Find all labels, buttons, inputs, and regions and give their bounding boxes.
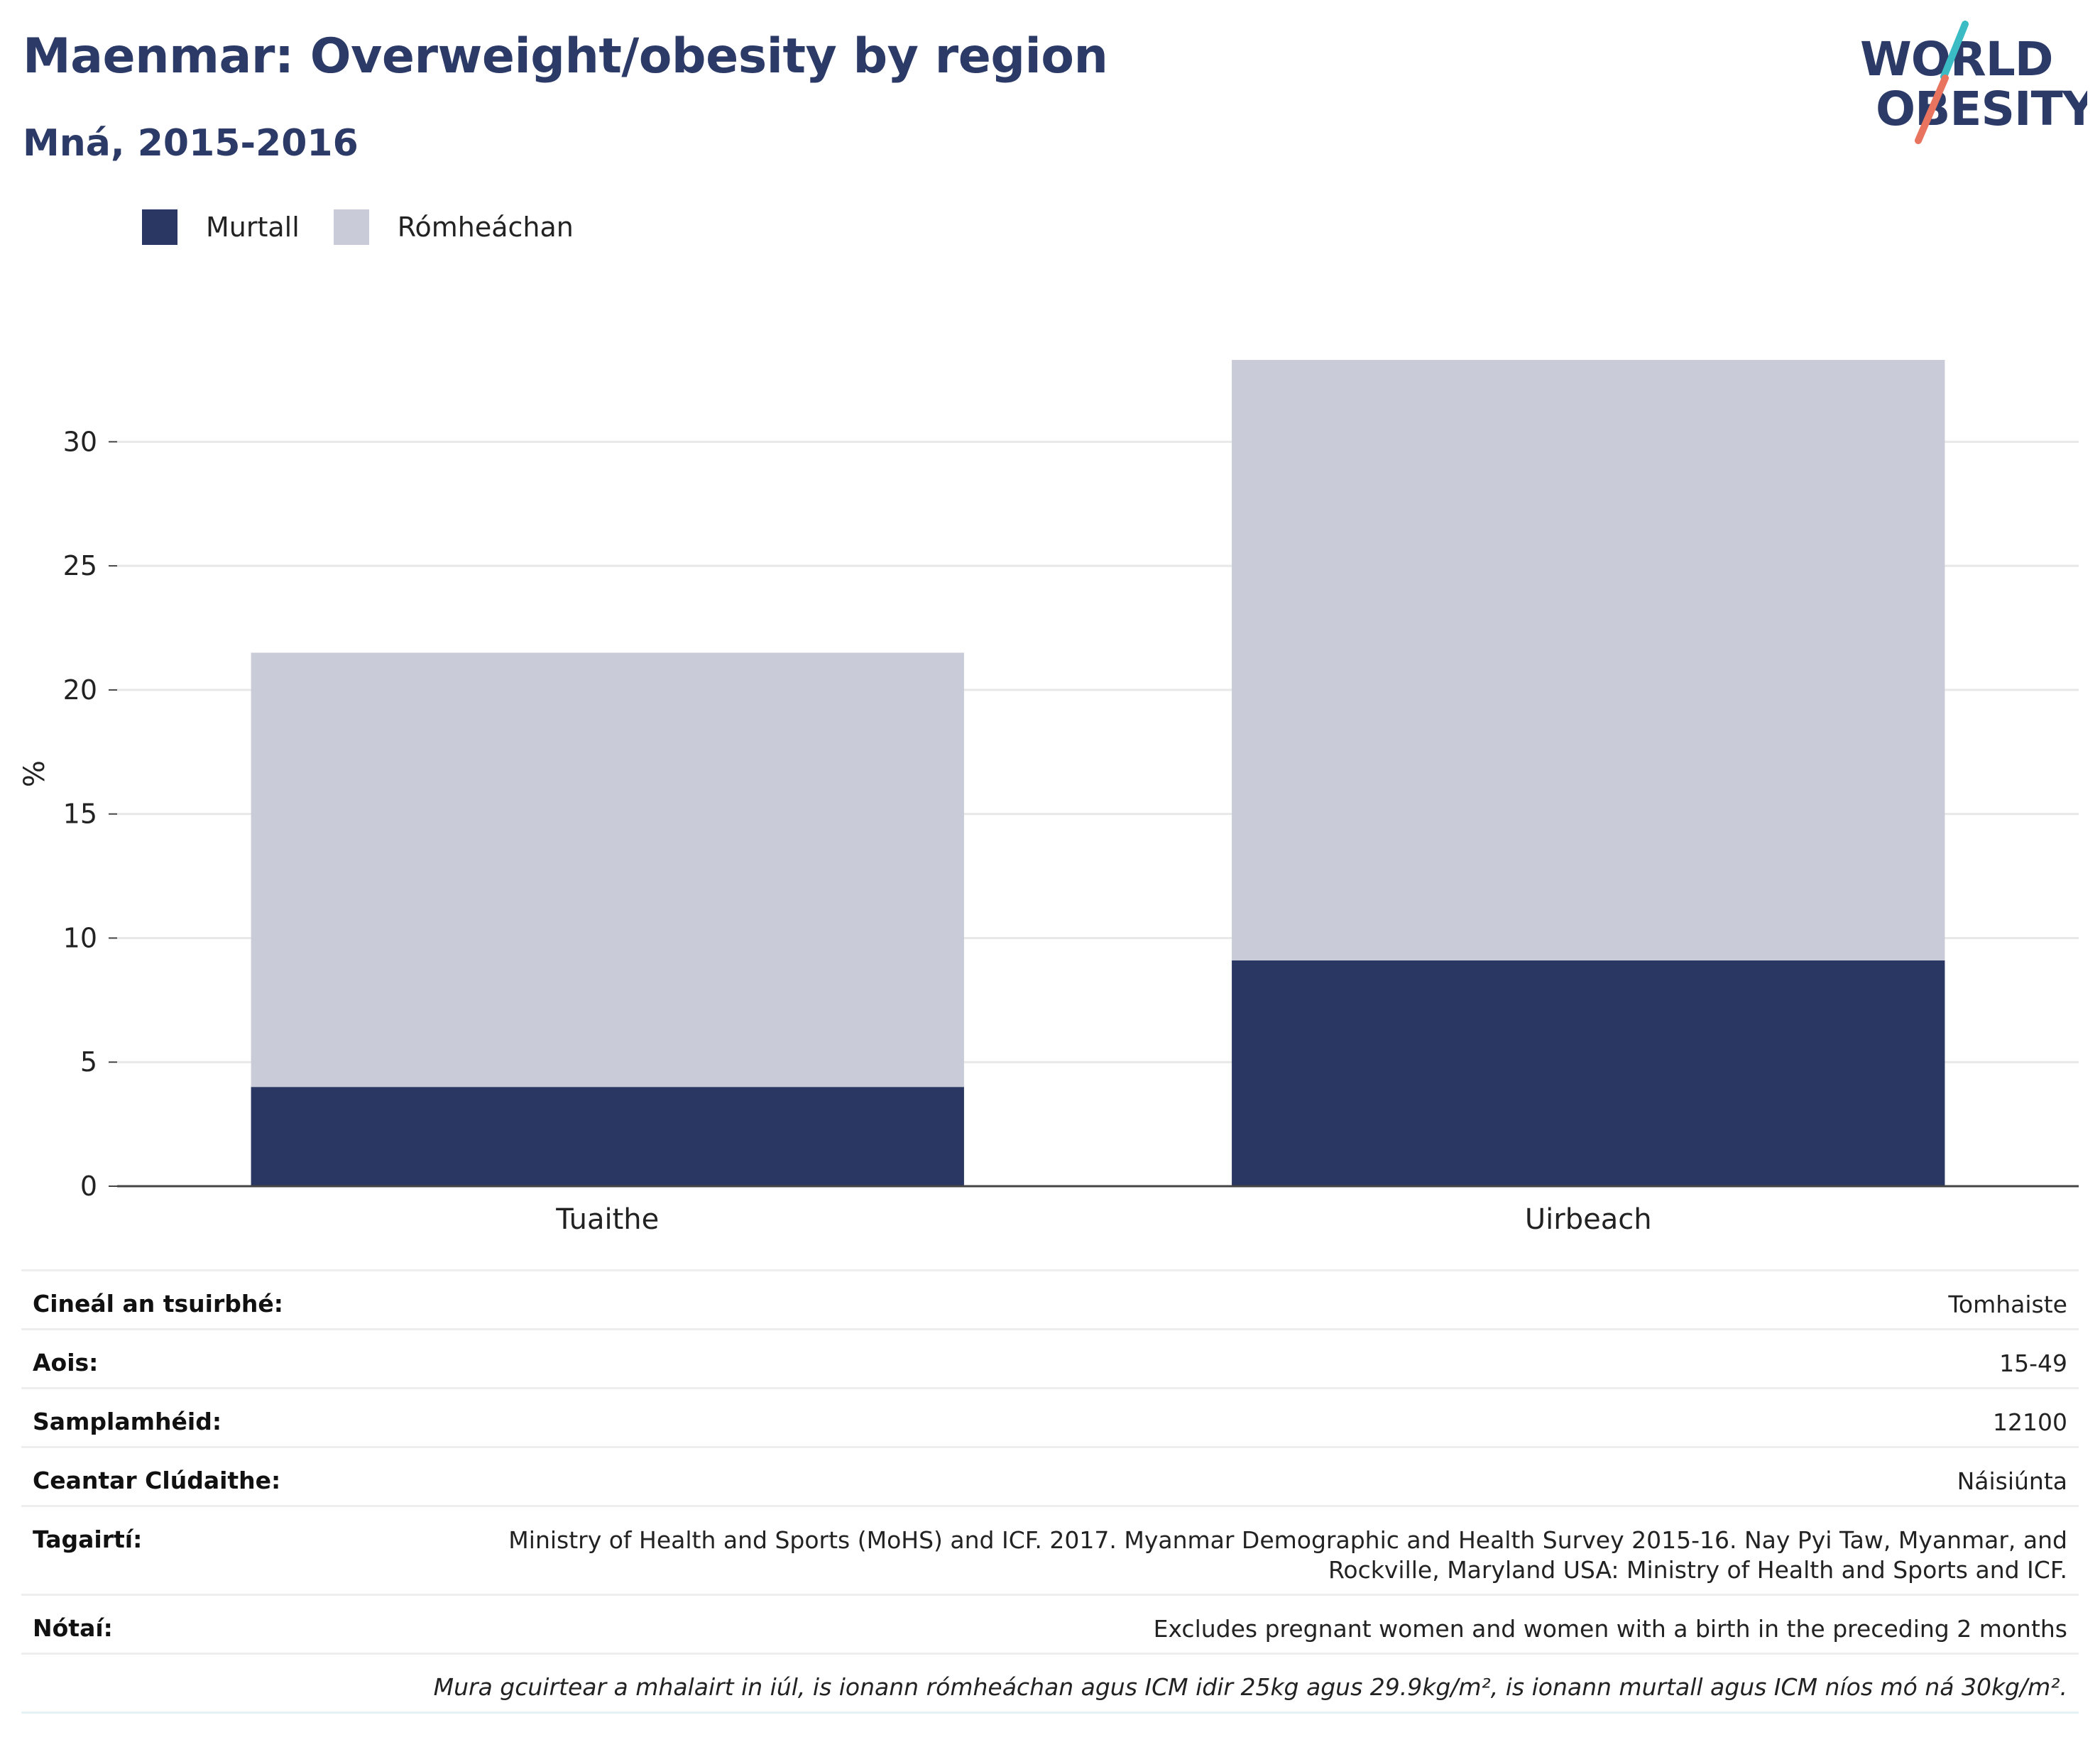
legend-item-murtall[interactable]: Murtall bbox=[142, 209, 300, 245]
legend-swatch-murtall bbox=[142, 209, 177, 245]
info-row-age: Aois: 15-49 bbox=[21, 1328, 2079, 1387]
info-key-sample-size: Samplamhéid: bbox=[33, 1408, 222, 1435]
bar-uirbeach-romheachan[interactable] bbox=[1232, 359, 1945, 960]
info-row-survey-type: Cineál an tsuirbhé: Tomhaiste bbox=[21, 1269, 2079, 1328]
bar-uirbeach-murtall[interactable] bbox=[1232, 960, 1945, 1186]
y-tick-label: 10 bbox=[63, 922, 97, 953]
info-value-sample-size: 12100 bbox=[1993, 1408, 2067, 1436]
survey-info-table: Cineál an tsuirbhé: Tomhaiste Aois: 15-4… bbox=[21, 1269, 2079, 1714]
logo-slash-coral bbox=[1915, 75, 1949, 144]
info-key-age: Aois: bbox=[33, 1349, 99, 1376]
info-row-coverage: Ceantar Clúdaithe: Náisiúnta bbox=[21, 1446, 2079, 1505]
info-value-references: Ministry of Health and Sports (MoHS) and… bbox=[508, 1526, 2067, 1584]
x-axis-ticks: Tuaithe Uirbeach bbox=[117, 1185, 2079, 1236]
logo-text-obesity: OBESITY bbox=[1876, 82, 2087, 136]
world-obesity-logo: WORLD OBESITY bbox=[1860, 21, 2087, 144]
chart-title: Maenmar: Overweight/obesity by region bbox=[23, 28, 1108, 84]
info-key-notes: Nótaí: bbox=[33, 1614, 113, 1642]
y-tick-label: 15 bbox=[63, 799, 97, 830]
bar-tuaithe-murtall[interactable] bbox=[251, 1087, 964, 1186]
legend-item-romheachan[interactable]: Rómheáchan bbox=[333, 209, 574, 245]
info-bottom-border bbox=[21, 1712, 2079, 1714]
info-value-coverage: Náisiúnta bbox=[1957, 1467, 2067, 1495]
info-value-survey-type: Tomhaiste bbox=[1948, 1291, 2067, 1318]
legend-label-romheachan: Rómheáchan bbox=[397, 212, 574, 243]
bar-tuaithe-romheachan[interactable] bbox=[251, 652, 964, 1088]
legend-label-murtall: Murtall bbox=[206, 212, 300, 243]
y-tick-label: 0 bbox=[80, 1171, 97, 1202]
bars bbox=[251, 359, 1945, 1186]
info-key-references: Tagairtí: bbox=[33, 1526, 143, 1553]
chart-legend: Murtall Rómheáchan bbox=[142, 209, 608, 245]
y-tick-label: 25 bbox=[63, 550, 97, 581]
x-tick-label: Uirbeach bbox=[1525, 1203, 1652, 1236]
chart-subtitle: Mná, 2015-2016 bbox=[23, 122, 359, 165]
info-row-sample-size: Samplamhéid: 12100 bbox=[21, 1387, 2079, 1446]
info-value-notes: Excludes pregnant women and women with a… bbox=[1153, 1615, 2067, 1643]
info-key-coverage: Ceantar Clúdaithe: bbox=[33, 1467, 281, 1494]
info-row-footnote: Mura gcuirtear a mhalairt in iúl, is ion… bbox=[21, 1653, 2079, 1712]
y-axis-label: % bbox=[18, 760, 51, 787]
bar-chart: 0 5 10 15 20 25 30 Tuaithe Uirbeach % bbox=[18, 359, 2079, 1236]
logo-slash-teal bbox=[1940, 21, 1969, 80]
info-row-references: Tagairtí: Ministry of Health and Sports … bbox=[21, 1505, 2079, 1594]
x-tick-label: Tuaithe bbox=[555, 1203, 659, 1236]
y-tick-label: 30 bbox=[63, 426, 97, 457]
y-tick-label: 5 bbox=[80, 1046, 97, 1078]
info-key-survey-type: Cineál an tsuirbhé: bbox=[33, 1290, 283, 1318]
info-value-age: 15-49 bbox=[1999, 1349, 2067, 1377]
y-axis-ticks: 0 5 10 15 20 25 30 bbox=[63, 426, 117, 1202]
legend-swatch-romheachan bbox=[333, 209, 369, 245]
info-row-notes: Nótaí: Excludes pregnant women and women… bbox=[21, 1594, 2079, 1653]
y-tick-label: 20 bbox=[63, 674, 97, 706]
info-footnote: Mura gcuirtear a mhalairt in iúl, is ion… bbox=[433, 1673, 2067, 1701]
